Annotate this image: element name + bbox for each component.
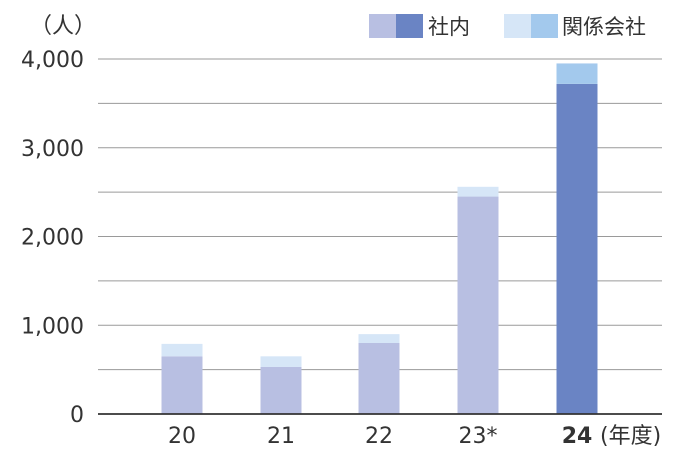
x-tick-label: 24 — [562, 424, 593, 449]
legend-swatch-series-2-dark — [531, 14, 558, 38]
y-axis-unit: （人） — [30, 14, 96, 39]
y-tick-label: 1,000 — [21, 314, 84, 339]
x-tick-label: 21 — [267, 424, 295, 449]
bar-20-series-1 — [161, 356, 203, 414]
x-axis-ticks: 20 21 22 23* 24 — [168, 424, 592, 449]
y-tick-label: 4,000 — [21, 48, 84, 73]
x-tick-label: 23* — [459, 424, 498, 449]
bar-24-series-1 — [556, 83, 598, 414]
bar-21-series-1 — [260, 366, 302, 414]
bar-21-series-2 — [260, 356, 302, 367]
bar-22-series-1 — [358, 343, 400, 414]
bar-20-series-2 — [161, 343, 203, 357]
legend-label-series-2: 関係会社 — [562, 15, 646, 39]
y-tick-label: 0 — [70, 403, 84, 428]
x-tick-label: 20 — [168, 424, 196, 449]
y-tick-label: 3,000 — [21, 137, 84, 162]
bar-22-series-2 — [358, 334, 400, 343]
grid-lines — [98, 58, 662, 371]
bar-24-series-2 — [556, 63, 598, 84]
bars — [161, 63, 598, 414]
y-axis-ticks: 0 1,000 2,000 3,000 4,000 — [21, 48, 84, 428]
y-tick-label: 2,000 — [21, 226, 84, 251]
legend-label-series-1: 社内 — [428, 15, 470, 39]
bar-23-series-1 — [457, 196, 499, 414]
legend-swatch-series-1-dark — [396, 14, 423, 38]
bar-23-series-2 — [457, 186, 499, 197]
legend-swatch-series-1-light — [369, 14, 396, 38]
legend: 社内 関係会社 — [369, 14, 646, 39]
legend-swatch-series-2-light — [504, 14, 531, 38]
x-axis-unit: (年度) — [600, 424, 661, 449]
x-tick-label: 22 — [365, 424, 393, 449]
